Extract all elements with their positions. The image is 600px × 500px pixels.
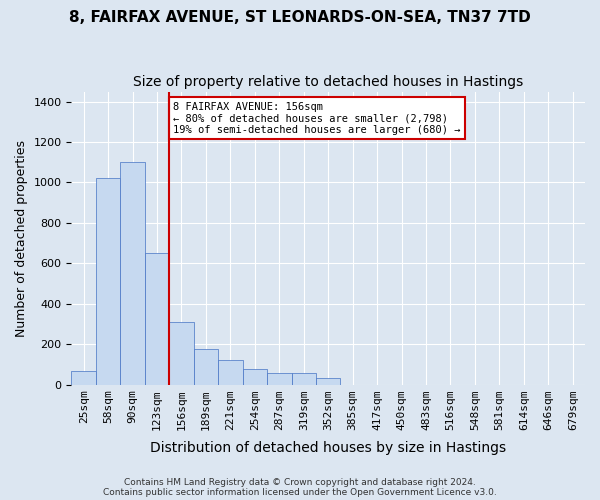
X-axis label: Distribution of detached houses by size in Hastings: Distribution of detached houses by size … — [150, 441, 506, 455]
Bar — [169, 322, 194, 384]
Bar — [242, 370, 267, 384]
Y-axis label: Number of detached properties: Number of detached properties — [15, 140, 28, 336]
Bar — [121, 162, 145, 384]
Text: 8 FAIRFAX AVENUE: 156sqm
← 80% of detached houses are smaller (2,798)
19% of sem: 8 FAIRFAX AVENUE: 156sqm ← 80% of detach… — [173, 102, 460, 135]
Bar — [267, 374, 292, 384]
Bar — [218, 360, 242, 384]
Title: Size of property relative to detached houses in Hastings: Size of property relative to detached ho… — [133, 75, 523, 89]
Text: 8, FAIRFAX AVENUE, ST LEONARDS-ON-SEA, TN37 7TD: 8, FAIRFAX AVENUE, ST LEONARDS-ON-SEA, T… — [69, 10, 531, 25]
Bar — [71, 372, 96, 384]
Bar — [145, 253, 169, 384]
Bar — [96, 178, 121, 384]
Bar — [194, 349, 218, 384]
Bar — [292, 374, 316, 384]
Text: Contains HM Land Registry data © Crown copyright and database right 2024.
Contai: Contains HM Land Registry data © Crown c… — [103, 478, 497, 497]
Bar — [316, 378, 340, 384]
